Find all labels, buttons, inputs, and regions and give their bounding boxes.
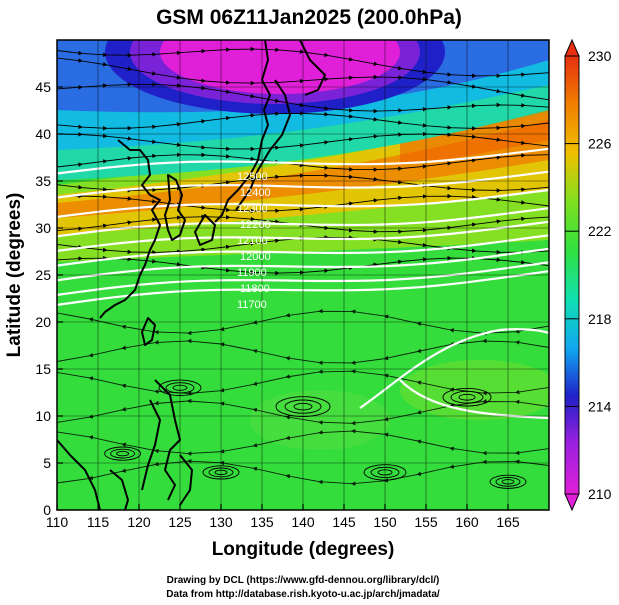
y-tick-label: 15 (35, 361, 51, 377)
colorbar-bottom-arrow (564, 493, 580, 512)
colorbar-tick-label: 214 (588, 398, 612, 414)
contour-label: 12300 (237, 203, 268, 215)
y-tick-label: 25 (35, 267, 51, 283)
x-tick-label: 130 (209, 514, 233, 530)
x-tick-label: 135 (250, 514, 274, 530)
contour-label: 11800 (240, 283, 270, 295)
y-tick-label: 40 (35, 126, 51, 142)
contour-label: 12500 (237, 171, 268, 183)
x-tick-label: 150 (373, 514, 397, 530)
y-axis-ticks: 0 5 10 15 20 25 30 35 40 45 (35, 79, 63, 518)
x-tick-label: 155 (414, 514, 438, 530)
colorbar-tick-label: 210 (588, 486, 612, 502)
x-tick-label: 125 (168, 514, 192, 530)
contour-label: 12400 (240, 187, 271, 199)
credit-data: Data from http://database.rish.kyoto-u.a… (166, 589, 440, 600)
height-contour-line (359, 328, 549, 409)
colorbar-top-arrow (564, 38, 580, 57)
y-axis-label: Latitude (degrees) (4, 193, 25, 358)
y-tick-label: 45 (35, 79, 51, 95)
credit-drawing: Drawing by DCL (https://www.gfd-dennou.o… (167, 575, 440, 586)
x-tick-label: 140 (291, 514, 315, 530)
x-tick-label: 120 (127, 514, 151, 530)
chart-title: GSM 06Z11Jan2025 (200.0hPa) (156, 6, 462, 29)
x-tick-label: 145 (332, 514, 356, 530)
x-tick-label: 165 (496, 514, 520, 530)
x-tick-label: 110 (46, 514, 69, 530)
contour-label: 12200 (240, 219, 271, 231)
contour-label: 11700 (237, 299, 267, 311)
grid-lines (57, 40, 549, 510)
colorbar-tick-label: 222 (588, 223, 612, 239)
contour-label: 12100 (237, 235, 268, 247)
x-tick-label: 160 (455, 514, 479, 530)
colorbar-tick-label: 218 (588, 311, 612, 327)
temperature-field (57, 40, 549, 510)
colorbar-tick-label: 230 (588, 48, 612, 64)
colorbar: 230 226 222 218 214 210 (564, 38, 612, 512)
y-tick-label: 10 (35, 408, 51, 424)
y-tick-label: 35 (35, 173, 51, 189)
contour-labels: 12500 12400 12300 12200 12100 12000 11900 11800… (237, 171, 271, 311)
y-tick-label: 5 (43, 455, 51, 471)
contour-label: 12000 (240, 251, 271, 263)
y-tick-label: 0 (43, 502, 51, 518)
colorbar-tick-label: 226 (588, 136, 612, 152)
y-tick-label: 20 (35, 314, 51, 330)
contour-label: 11900 (237, 267, 267, 279)
height-contour-line (399, 379, 549, 420)
y-tick-label: 30 (35, 220, 51, 236)
x-axis-label: Longitude (degrees) (212, 539, 395, 560)
x-tick-label: 115 (87, 514, 110, 530)
x-axis-ticks: 110 115 120 125 130 135 140 145 150 155 160 165 (46, 504, 520, 530)
